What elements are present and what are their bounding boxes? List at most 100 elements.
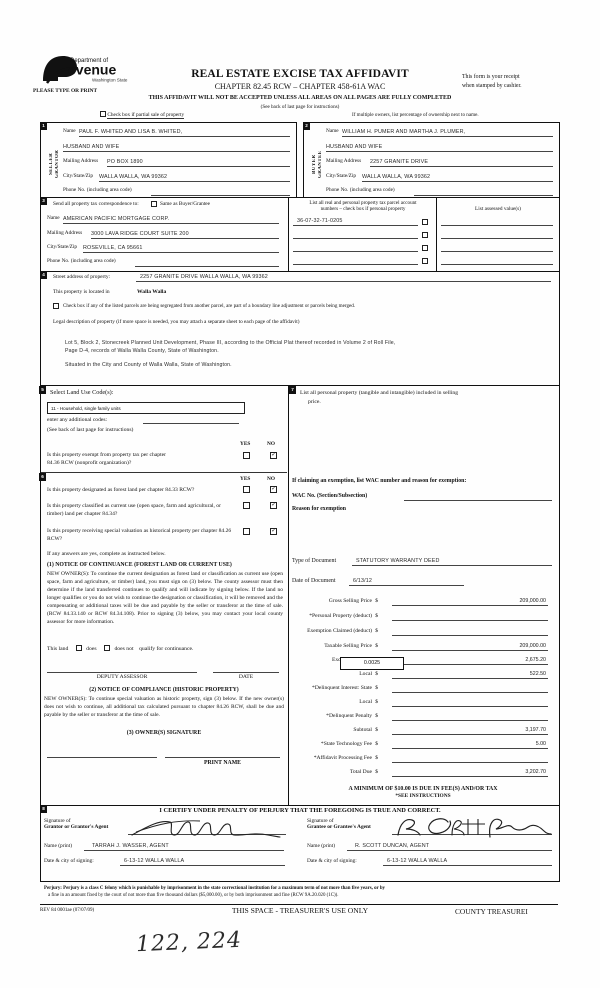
seller-side-label-a: SELLER [49,152,54,176]
fin-value-0: 209,000.00 [519,598,546,604]
sec6-q1-no-checkbox[interactable] [270,502,277,509]
dor-logo: Department of evenue Washington State [40,52,148,88]
fin-line-1[interactable] [392,620,548,621]
grantor-name-label: Name (print) [44,843,72,849]
assessed-line-0[interactable] [441,225,553,226]
parcel-personal-checkbox-1[interactable] [422,232,428,238]
notice-2-body: NEW OWNER(S): To continue special valuat… [44,696,284,718]
grantor-date-input[interactable]: 6-13-12 WALLA WALLA [120,857,285,866]
fin-line-9[interactable] [392,734,548,735]
sec3-name-input[interactable]: AMERICAN PACIFIC MORTGAGE CORP. [63,214,279,224]
seller-citystatezip-input[interactable]: WALLA WALLA, WA 99362 [99,172,290,182]
local-tax-rate-input[interactable]: 0.0025 [340,657,404,670]
fin-line-8[interactable] [392,720,548,721]
sec3-address-input[interactable]: 3000 LAVA RIDGE COURT SUITE 200 [91,229,279,239]
fin-row-total-due: Total Due $ 3,202.70 [349,769,548,777]
fin-row-personal-property: *Personal Property (deduct) $ [292,612,554,623]
sec6-q2-yes-checkbox[interactable] [243,528,250,535]
sec3-phone-input[interactable] [135,257,279,267]
fin-label-7: Local [359,699,372,705]
buyer-address-input[interactable]: 2257 GRANITE DRIVE [370,157,553,167]
reason-for-exemption-input[interactable] [292,518,552,548]
located-in-label: This property is located in [53,289,110,295]
seller-phone-input[interactable] [151,186,290,196]
doc-date-value: 6/13/12 [353,578,373,584]
sec6-q2-no-checkbox[interactable] [270,528,277,535]
buyer-address-row: Mailing Address 2257 GRANITE DRIVE [326,155,553,168]
assessed-line-3[interactable] [441,264,553,265]
owner-print-name-line[interactable] [165,757,280,758]
additional-codes-input[interactable] [143,423,239,424]
parcel-line-2[interactable] [293,251,418,252]
fin-label-10: *State Technology Fee [320,741,372,747]
fin-line-3[interactable] [392,650,548,651]
minimum-fee-notice-line1: A MINIMUM OF $10.00 IS DUE IN FEE(S) AND… [348,786,498,792]
fin-line-12[interactable] [392,776,548,777]
fin-line-7[interactable] [392,706,548,707]
parcel-line-0[interactable] [293,225,418,226]
doc-type-input[interactable]: STATUTORY WARRANTY DEED [352,557,552,566]
sec6-q1-yes-checkbox[interactable] [243,502,250,509]
perjury-line-2: a fine in an amount fixed by the court o… [48,892,339,898]
sec6-q0-yes-checkbox[interactable] [243,486,250,493]
deputy-assessor-sig-line[interactable] [47,672,197,673]
fin-line-10[interactable] [392,748,548,749]
parcel-personal-checkbox-0[interactable] [422,219,428,225]
owner-signature-line[interactable] [47,757,157,758]
certify-statement: I CERTIFY UNDER PENALTY OF PERJURY THAT … [159,807,441,814]
fin-line-5[interactable] [392,678,548,679]
parcel-line-3[interactable] [293,264,418,265]
grantee-signature-input[interactable] [392,834,552,835]
sec5-no-header: NO [267,441,275,447]
grantee-signature-block: Signature of Grantee or Grantee's Agent [307,818,555,830]
grantor-signature-input[interactable] [128,834,286,835]
doc-date-input[interactable]: 6/13/12 [349,577,464,586]
grantee-date-input[interactable]: 6-13-12 WALLA WALLA [383,857,552,866]
grantor-name-input[interactable]: TARRAH J. WASSER, AGENT [84,842,284,851]
buyer-name2-input[interactable]: HUSBAND AND WIFE [326,142,553,152]
segregated-checkbox[interactable] [53,303,59,309]
treasurer-use-only-label: THIS SPACE - TREASURER'S USE ONLY [231,906,369,915]
grantee-name-input[interactable]: R. SCOTT DUNCAN, AGENT [347,842,552,851]
seller-name-input[interactable]: PAUL F. WHITED AND LISA B. WHITED, [79,127,290,137]
sec5-yes-checkbox[interactable] [243,452,250,459]
sec6-no-header: NO [267,476,275,482]
notice-3-title: (3) OWNER(S) SIGNATURE [126,730,202,736]
fin-line-2[interactable] [392,635,548,636]
fin-row-excise-tax-local: Local $ 522.50 [359,671,548,679]
buyer-citystatezip-input[interactable]: WALLA WALLA, WA 99362 [362,172,553,182]
buyer-phone-input[interactable] [414,186,553,196]
sec3-name-label: Name [47,215,60,221]
fin-line-6[interactable] [392,692,548,693]
assessed-line-1[interactable] [441,238,553,239]
legal-line-2: Page D-4, records of Walla Walla County,… [65,348,219,355]
notice-1-body: NEW OWNER(S): To continue the current de… [47,571,283,625]
seller-address-input[interactable]: PO BOX 1890 [107,157,290,167]
wac-number-input[interactable] [404,500,552,501]
land-use-code-input[interactable]: 11 - Household, single family units [47,402,245,414]
partial-sale-checkbox[interactable] [100,111,106,117]
sec5-no-checkbox[interactable] [270,452,277,459]
grantee-name-label: Name (print) [307,843,335,849]
personal-property-input[interactable] [295,408,553,468]
assessed-line-2[interactable] [441,251,553,252]
sec3-citystatezip-input[interactable]: ROSEVILLE, CA 95661 [83,243,279,253]
does-not-qualify-checkbox[interactable] [104,645,111,651]
does-qualify-checkbox[interactable] [75,645,82,651]
deputy-assessor-date-line[interactable] [213,672,279,673]
same-as-buyer-checkbox[interactable] [151,201,157,207]
fin-line-4[interactable] [392,664,548,665]
seller-name2-input[interactable]: HUSBAND AND WIFE [63,142,290,152]
additional-codes-label: enter any additional codes: [47,417,108,423]
fin-line-11[interactable] [392,762,548,763]
fin-line-0[interactable] [392,605,548,606]
buyer-name-input[interactable]: WILLIAM H. PUMER AND MARTHA J. PLUMER, [342,127,553,137]
parcel-line-1[interactable] [293,238,418,239]
multiple-owners-note: If multiple owners, list percentage of o… [352,112,479,118]
parcel-personal-checkbox-2[interactable] [422,245,428,251]
parcel-personal-checkbox-3[interactable] [422,258,428,264]
legal-description-text[interactable]: Lot 5, Block 2, Stonecreek Planned Unit … [65,339,545,369]
seller-name-label: Name [63,128,76,134]
street-address-input[interactable]: 2257 GRANITE DRIVE WALLA WALLA, WA 99362 [136,273,551,282]
sec6-q0-no-checkbox[interactable] [270,486,277,493]
